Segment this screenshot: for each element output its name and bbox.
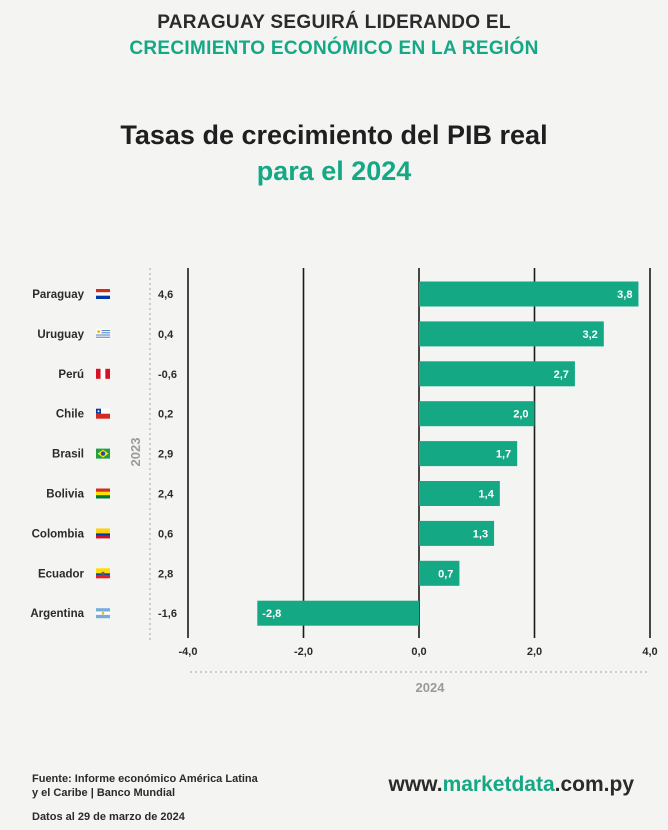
uruguay-flag-icon xyxy=(96,328,110,339)
value-2023-label: 0,6 xyxy=(158,528,173,540)
bar-value-label: 3,8 xyxy=(617,289,632,301)
source-line-2: y el Caribe | Banco Mundial xyxy=(32,787,176,799)
x-tick-label: -4,0 xyxy=(179,646,198,658)
bolivia-flag-icon xyxy=(96,488,110,499)
x-tick-label: 0,0 xyxy=(411,646,426,658)
value-2023-label: -0,6 xyxy=(158,369,177,381)
brand-url[interactable]: www.marketdata.com.py xyxy=(389,773,634,797)
paraguay-flag-icon xyxy=(96,289,110,299)
x-tick-label: -2,0 xyxy=(294,646,313,658)
peru-flag-icon xyxy=(96,368,110,379)
value-2023-label: -1,6 xyxy=(158,608,177,620)
bar-2024 xyxy=(419,441,518,467)
brand-prefix: www. xyxy=(388,773,443,796)
value-2023-label: 2,8 xyxy=(158,568,173,580)
value-2023-label: 2,4 xyxy=(158,489,174,501)
country-label: Brasil xyxy=(52,449,84,461)
bar-value-label: 0,7 xyxy=(438,568,453,580)
country-label: Chile xyxy=(56,409,84,421)
chart-title-line-1: Tasas de crecimiento del PIB real xyxy=(120,120,548,150)
argentina-flag-icon xyxy=(96,608,110,619)
bar-value-label: 2,7 xyxy=(554,369,569,381)
bar-2024 xyxy=(419,281,639,307)
country-label: Bolivia xyxy=(46,489,84,501)
bar-value-label: 1,3 xyxy=(473,528,488,540)
bar-value-label: 3,2 xyxy=(583,329,598,341)
country-label: Argentina xyxy=(30,608,84,620)
country-label: Uruguay xyxy=(37,329,84,341)
bar-2024 xyxy=(419,560,460,586)
chart-title: Tasas de crecimiento del PIB real para e… xyxy=(0,117,668,189)
data-date: Datos al 29 de marzo de 2024 xyxy=(32,811,185,823)
country-label: Paraguay xyxy=(32,289,84,301)
bar-value-label: 2,0 xyxy=(513,409,528,421)
value-2023-label: 4,6 xyxy=(158,289,173,301)
brand-suffix: .com.py xyxy=(554,773,634,796)
bar-value-label: 1,7 xyxy=(496,449,511,461)
bar-value-label: -2,8 xyxy=(262,608,281,620)
ecuador-flag-icon xyxy=(96,568,110,579)
value-2023-label: 0,4 xyxy=(158,329,174,341)
source-note: Fuente: Informe económico América Latina… xyxy=(32,772,258,800)
country-label: Perú xyxy=(58,369,84,381)
colombia-flag-icon xyxy=(96,528,110,539)
source-line-1: Fuente: Informe económico América Latina xyxy=(32,773,258,785)
brazil-flag-icon xyxy=(96,448,110,459)
column-label-2023: 2023 xyxy=(128,438,143,467)
bar-2024 xyxy=(419,481,500,506)
bar-2024 xyxy=(257,600,419,626)
bar-2024 xyxy=(419,321,604,347)
x-tick-label: 2,0 xyxy=(527,646,542,658)
chile-flag-icon xyxy=(96,408,110,419)
bar-2024 xyxy=(419,401,535,427)
country-label: Colombia xyxy=(32,528,85,540)
bar-value-label: 1,4 xyxy=(479,489,495,501)
bar-2024 xyxy=(419,361,575,387)
x-tick-label: 4,0 xyxy=(642,646,657,658)
x-axis-label: 2024 xyxy=(416,680,446,695)
header-line-2: CRECIMIENTO ECONÓMICO EN LA REGIÓN xyxy=(129,38,539,59)
country-label: Ecuador xyxy=(38,568,85,580)
value-2023-label: 2,9 xyxy=(158,449,173,461)
bar-2024 xyxy=(419,520,495,546)
header: PARAGUAY SEGUIRÁ LIDERANDO EL CRECIMIENT… xyxy=(0,10,668,62)
header-line-1: PARAGUAY SEGUIRÁ LIDERANDO EL xyxy=(157,12,511,33)
chart-title-line-2: para el 2024 xyxy=(256,156,412,186)
value-2023-label: 0,2 xyxy=(158,409,173,421)
brand-accent: marketdata xyxy=(442,773,555,796)
